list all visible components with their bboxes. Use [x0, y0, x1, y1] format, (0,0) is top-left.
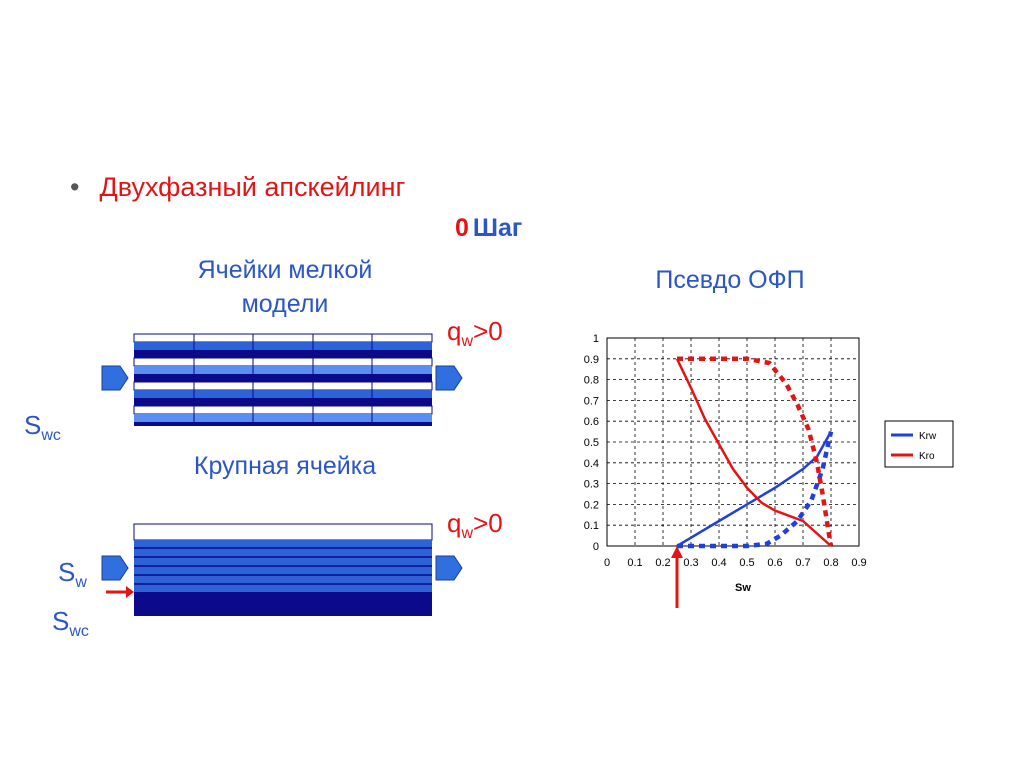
coarse-flow-rate-label: qw>0 — [447, 508, 503, 543]
swc-marker-arrowhead-icon — [671, 546, 683, 558]
x-tick-label: 0.9 — [851, 557, 866, 569]
coarse-connate-zone — [134, 592, 432, 616]
y-tick-label: 0.4 — [584, 458, 599, 470]
bullet-text: Двухфазный апскейлинг — [99, 172, 406, 202]
x-axis-label: Sw — [735, 582, 751, 594]
legend-entry: Kro — [919, 451, 935, 462]
fine-layer — [134, 422, 432, 426]
y-tick-label: 0.8 — [584, 375, 599, 387]
fine-layer — [134, 342, 432, 350]
coarse-swc-label: Swc — [52, 606, 89, 641]
fine-layer — [134, 398, 432, 406]
x-tick-label: 0.8 — [823, 557, 838, 569]
coarse-oil-zone — [133, 523, 433, 541]
swc-subscript: wc — [41, 427, 61, 444]
q-relation: >0 — [473, 508, 503, 538]
sw-subscript: w — [75, 574, 87, 591]
outflow-arrow-icon — [435, 365, 463, 391]
y-tick-label: 0.9 — [584, 354, 599, 366]
step-indicator: 0 Шаг — [455, 214, 522, 243]
q-relation: >0 — [473, 316, 503, 346]
fine-layer — [133, 381, 433, 391]
y-tick-label: 0.2 — [584, 499, 599, 511]
step-label: Шаг — [472, 214, 523, 242]
fine-flow-rate-label: qw>0 — [447, 316, 503, 351]
swc-subscript: wc — [69, 623, 89, 640]
y-tick-label: 0.1 — [584, 520, 599, 532]
y-tick-label: 1 — [593, 333, 599, 345]
fine-model-caption: Ячейки мелкой модели — [150, 254, 420, 322]
step-number: 0 — [455, 214, 469, 242]
s-symbol: S — [58, 557, 76, 587]
fine-cell-layers — [133, 333, 433, 426]
fine-layer — [134, 350, 432, 358]
q-symbol: q — [447, 316, 462, 346]
inflow-arrow-icon — [101, 365, 129, 391]
x-tick-label: 0.6 — [767, 557, 782, 569]
coarse-cell-caption: Крупная ячейка — [193, 452, 377, 480]
x-tick-label: 0.3 — [683, 557, 698, 569]
coarse-cell — [101, 523, 463, 616]
pseudo-krw-series-line — [677, 431, 834, 549]
y-tick-label: 0.7 — [584, 395, 599, 407]
fine-layer — [133, 405, 433, 415]
x-tick-label: 0.7 — [795, 557, 810, 569]
kro-series-line — [675, 358, 832, 547]
coarse-water-layers — [134, 540, 432, 616]
x-tick-label: 0.5 — [739, 557, 754, 569]
bullet-item: • Двухфазный апскейлинг — [70, 172, 405, 203]
fine-model-grid — [101, 333, 463, 426]
sw-pointer-arrow-icon — [106, 586, 134, 598]
legend-entry: Krw — [919, 431, 937, 442]
q-subscript: w — [461, 333, 474, 350]
y-tick-label: 0.5 — [584, 437, 599, 449]
fine-layer — [134, 366, 432, 374]
x-tick-label: 0.2 — [655, 557, 670, 569]
legend-box — [884, 420, 954, 468]
fine-layer — [134, 374, 432, 382]
fine-model-caption-line2: модели — [241, 289, 329, 318]
x-tick-label: 0 — [604, 557, 610, 569]
pseudo-kro-series-line — [677, 356, 834, 547]
fine-layer — [134, 414, 432, 422]
x-tick-label: 0.1 — [627, 557, 642, 569]
y-tick-label: 0.6 — [584, 416, 599, 428]
outflow-arrow-icon — [435, 555, 463, 581]
x-tick-label: 0.4 — [711, 557, 726, 569]
fine-layer — [133, 357, 433, 367]
q-symbol: q — [447, 508, 462, 538]
q-subscript: w — [461, 525, 474, 542]
y-tick-label: 0.3 — [584, 479, 599, 491]
fine-swc-label: Swc — [24, 410, 61, 445]
fine-cell-dividers — [193, 334, 373, 426]
bullet-dot: • — [70, 172, 80, 202]
inflow-arrow-icon — [101, 555, 129, 581]
chart-caption: Псевдо ОФП — [655, 266, 805, 294]
fine-model-caption-line1: Ячейки мелкой — [197, 256, 373, 284]
s-symbol: S — [52, 606, 70, 636]
pseudo-relperm-chart: 0 0.1 0.2 0.3 0.4 0.5 0.6 0.7 0.8 0.9 0 0.1 0.2 0.3 0.… — [584, 333, 954, 608]
s-symbol: S — [24, 410, 42, 440]
y-tick-label: 0 — [593, 541, 599, 553]
coarse-sw-label: Sw — [58, 557, 87, 592]
fine-layer — [133, 333, 433, 343]
fine-layer — [134, 390, 432, 398]
